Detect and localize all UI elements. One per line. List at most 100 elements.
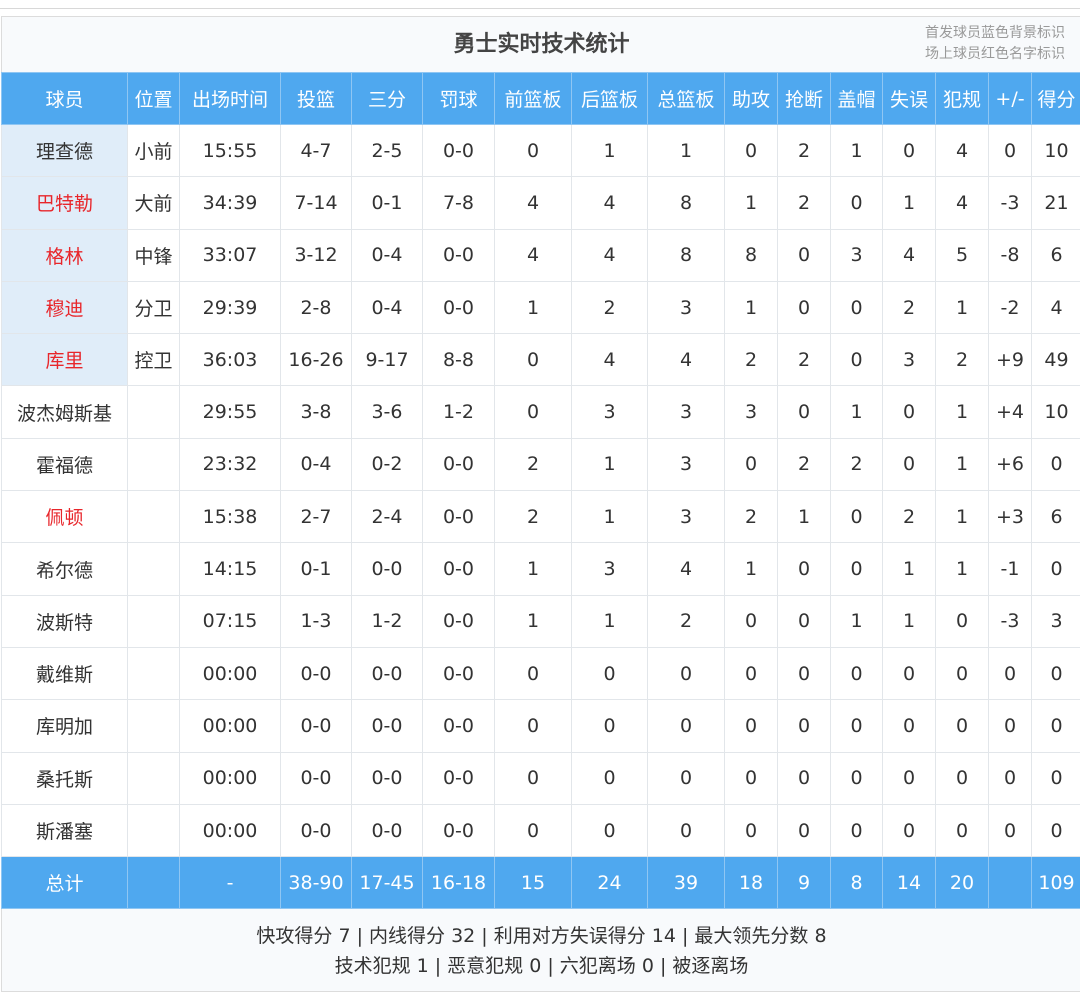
- stat-cell: 0-1: [280, 542, 352, 596]
- summary-footer: 快攻得分 7 | 内线得分 32 | 利用对方失误得分 14 | 最大领先分数 …: [2, 909, 1080, 981]
- stat-cell: 3: [571, 542, 648, 596]
- stat-cell: 0-0: [351, 751, 423, 805]
- player-name: 理查德: [1, 123, 128, 178]
- stat-cell: 1: [494, 542, 572, 596]
- stat-cell: 0: [777, 594, 831, 648]
- stat-cell: [127, 542, 180, 596]
- stat-cell: 0-0: [351, 542, 423, 596]
- column-header: 前篮板: [494, 72, 572, 125]
- stat-cell: 0: [647, 751, 725, 805]
- stat-cell: 0: [494, 333, 572, 387]
- table-row: 库里 控卫 36:03 16-26 9-17 8-8 0 4 4 2 2 0 3 2 +9 49: [1, 333, 1080, 387]
- stat-cell: 0-4: [280, 437, 352, 492]
- stat-cell: 34:39: [179, 176, 281, 230]
- stat-cell: 1: [777, 490, 831, 544]
- total-cell: 20: [935, 856, 989, 910]
- stat-cell: 1: [571, 437, 648, 492]
- stat-cell: 0: [830, 751, 883, 805]
- stat-cell: 0: [1031, 542, 1080, 596]
- stat-cell: 1: [935, 385, 989, 439]
- stat-cell: 1: [935, 280, 989, 335]
- stat-cell: 0-0: [280, 646, 352, 701]
- column-header: 抢断: [777, 72, 831, 125]
- stat-cell: 0: [777, 228, 831, 282]
- stat-cell: -1: [988, 542, 1032, 596]
- column-header: 位置: [127, 72, 180, 125]
- stat-cell: 33:07: [179, 228, 281, 282]
- stat-cell: 4: [571, 333, 648, 387]
- stat-cell: +6: [988, 437, 1032, 492]
- stat-cell: 0-0: [280, 699, 352, 753]
- column-header: 三分: [351, 72, 423, 125]
- stat-cell: 0-0: [422, 228, 495, 282]
- total-cell: 15: [494, 856, 572, 910]
- stat-cell: +3: [988, 490, 1032, 544]
- stat-cell: 0: [830, 490, 883, 544]
- table-row: 佩顿 15:38 2-7 2-4 0-0 2 1 3 2 1 0 2 1 +3 6: [1, 490, 1080, 544]
- total-cell: -: [179, 856, 281, 910]
- stat-cell: 2: [571, 280, 648, 335]
- column-header: 后篮板: [571, 72, 648, 125]
- stat-cell: 1-2: [422, 385, 495, 439]
- stat-cell: 大前: [127, 176, 180, 230]
- stat-cell: 0: [494, 803, 572, 858]
- stat-cell: 小前: [127, 123, 180, 178]
- stat-cell: 0: [882, 123, 936, 178]
- player-name: 穆迪: [1, 280, 128, 335]
- stat-cell: 0-2: [351, 437, 423, 492]
- stat-cell: 8: [724, 228, 778, 282]
- stat-cell: 4: [935, 123, 989, 178]
- stat-cell: 1-3: [280, 594, 352, 648]
- table-row: 斯潘塞 00:00 0-0 0-0 0-0 0 0 0 0 0 0 0 0 0 0: [1, 803, 1080, 858]
- legend-starter: 首发球员蓝色背景标识: [925, 25, 1065, 41]
- stat-cell: [127, 594, 180, 648]
- stat-cell: 0-0: [422, 646, 495, 701]
- column-header: 罚球: [422, 72, 495, 125]
- stat-cell: 1: [830, 594, 883, 648]
- table-row: 希尔德 14:15 0-1 0-0 0-0 1 3 4 1 0 0 1 1 -1 0: [1, 542, 1080, 596]
- stat-cell: 00:00: [179, 803, 281, 858]
- stat-cell: 0: [1031, 803, 1080, 858]
- stat-cell: 2: [830, 437, 883, 492]
- stat-cell: 07:15: [179, 594, 281, 648]
- stat-cell: 0: [935, 751, 989, 805]
- stat-cell: 49: [1031, 333, 1080, 387]
- stat-cell: -3: [988, 594, 1032, 648]
- stat-cell: 0: [882, 699, 936, 753]
- table-row: 库明加 00:00 0-0 0-0 0-0 0 0 0 0 0 0 0 0 0 0: [1, 699, 1080, 753]
- stat-cell: 29:55: [179, 385, 281, 439]
- total-cell: 16-18: [422, 856, 495, 910]
- table-row: 格林 中锋 33:07 3-12 0-4 0-0 4 4 8 8 0 3 4 5 -8 6: [1, 228, 1080, 282]
- total-cell: 18: [724, 856, 778, 910]
- stat-cell: 0-0: [351, 803, 423, 858]
- stat-cell: 0: [494, 123, 572, 178]
- stat-cell: 1: [724, 280, 778, 335]
- stat-cell: 3-12: [280, 228, 352, 282]
- stat-cell: 2: [724, 333, 778, 387]
- stat-cell: 2: [777, 333, 831, 387]
- table-row: 桑托斯 00:00 0-0 0-0 0-0 0 0 0 0 0 0 0 0 0 0: [1, 751, 1080, 805]
- stat-cell: +4: [988, 385, 1032, 439]
- stat-cell: 0: [935, 699, 989, 753]
- stat-cell: 0: [647, 646, 725, 701]
- stat-cell: 2: [935, 333, 989, 387]
- column-header: 出场时间: [179, 72, 281, 125]
- stat-cell: [127, 490, 180, 544]
- player-name: 希尔德: [1, 542, 128, 596]
- stat-cell: 0: [882, 646, 936, 701]
- stat-cell: 3: [1031, 594, 1080, 648]
- stat-cell: 0: [777, 542, 831, 596]
- table-row: 波斯特 07:15 1-3 1-2 0-0 1 1 2 0 0 1 1 0 -3 3: [1, 594, 1080, 648]
- player-name: 霍福德: [1, 437, 128, 492]
- stat-cell: 2-5: [351, 123, 423, 178]
- stat-cell: 0: [830, 646, 883, 701]
- column-header: 犯规: [935, 72, 989, 125]
- summary-line-1: 快攻得分 7 | 内线得分 32 | 利用对方失误得分 14 | 最大领先分数 …: [256, 925, 827, 948]
- stat-cell: 0: [777, 699, 831, 753]
- stat-cell: [127, 699, 180, 753]
- stat-cell: 2: [724, 490, 778, 544]
- stat-cell: 0: [724, 751, 778, 805]
- stat-cell: 0: [1031, 437, 1080, 492]
- stat-cell: 0: [988, 803, 1032, 858]
- stat-cell: 0-0: [280, 751, 352, 805]
